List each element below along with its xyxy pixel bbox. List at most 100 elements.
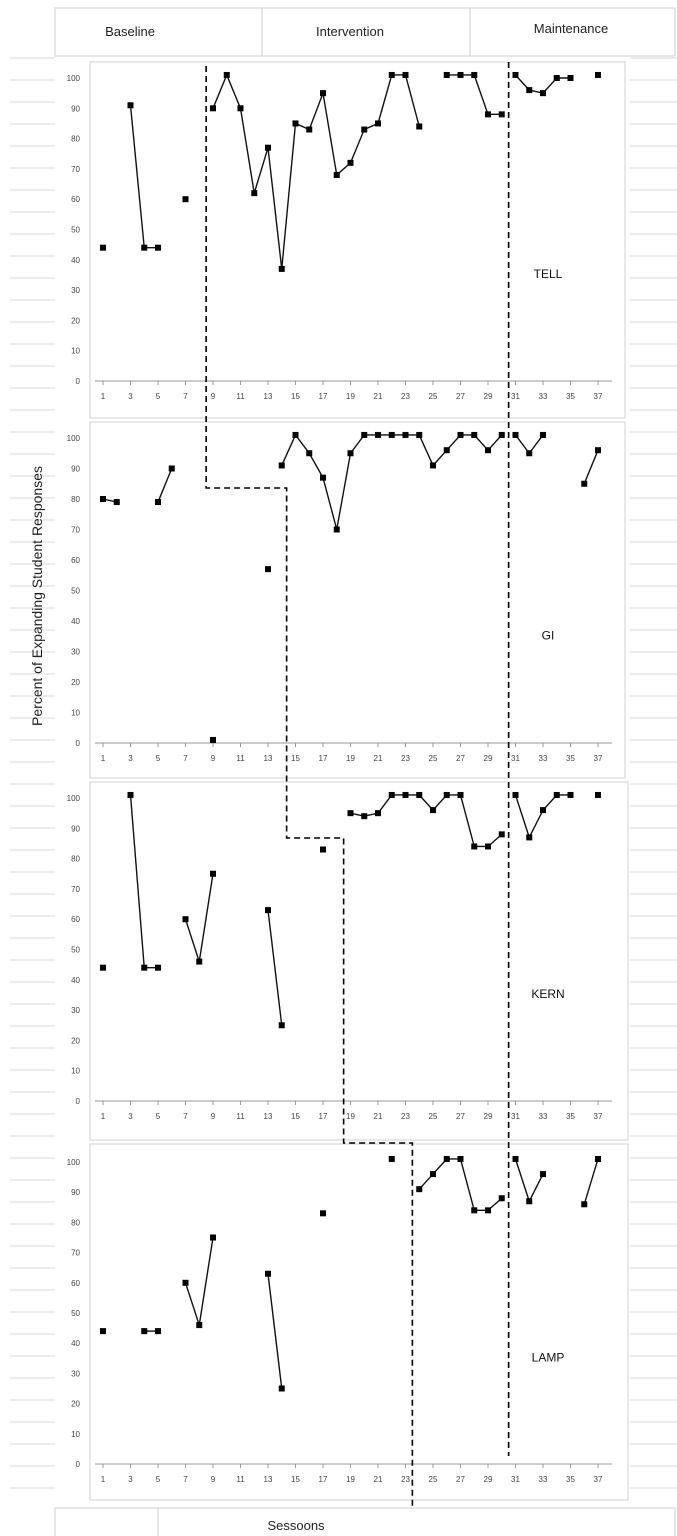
x-tick-label: 7 bbox=[183, 1112, 188, 1121]
data-point bbox=[347, 450, 354, 457]
data-point bbox=[553, 791, 560, 798]
x-tick-label: 19 bbox=[346, 754, 355, 763]
y-tick-label: 20 bbox=[71, 316, 80, 325]
y-tick-label: 30 bbox=[71, 1006, 80, 1015]
data-point bbox=[443, 1155, 450, 1162]
data-point bbox=[141, 244, 148, 251]
plot-area bbox=[89, 781, 629, 1141]
data-point bbox=[595, 447, 601, 454]
x-tick-label: 21 bbox=[374, 1475, 383, 1484]
x-tick-label: 31 bbox=[511, 754, 520, 763]
data-point bbox=[210, 736, 216, 743]
x-tick-label: 33 bbox=[539, 392, 548, 401]
data-point bbox=[430, 807, 436, 814]
data-point bbox=[540, 1171, 546, 1178]
y-tick-label: 40 bbox=[71, 1339, 80, 1348]
x-tick-label: 19 bbox=[346, 1112, 355, 1121]
x-tick-label: 13 bbox=[264, 754, 273, 763]
data-point bbox=[306, 126, 313, 133]
data-point bbox=[292, 120, 299, 127]
data-point bbox=[113, 499, 120, 506]
data-point bbox=[100, 964, 106, 971]
data-point bbox=[210, 870, 216, 877]
data-point bbox=[278, 265, 285, 272]
series-line bbox=[583, 1158, 599, 1205]
y-axis-label: Percent of Expanding Student Responses bbox=[29, 466, 45, 726]
x-tick-label: 25 bbox=[429, 392, 438, 401]
x-tick-label: 15 bbox=[291, 1112, 300, 1121]
data-point bbox=[155, 499, 161, 506]
y-tick-label: 0 bbox=[76, 1097, 81, 1106]
x-tick-label: 29 bbox=[484, 1475, 493, 1484]
data-point bbox=[498, 111, 505, 118]
y-tick-label: 80 bbox=[71, 495, 80, 504]
data-point bbox=[182, 916, 189, 923]
y-tick-label: 50 bbox=[71, 226, 80, 235]
x-tick-label: 13 bbox=[264, 1112, 273, 1121]
data-point bbox=[595, 71, 601, 78]
x-tick-label: 17 bbox=[319, 1475, 328, 1484]
phase-change-lines bbox=[205, 62, 510, 1530]
data-point bbox=[333, 171, 340, 178]
data-point bbox=[485, 447, 491, 454]
data-point bbox=[526, 87, 533, 94]
data-point bbox=[347, 810, 354, 817]
x-tick-label: 19 bbox=[346, 1475, 355, 1484]
data-point bbox=[375, 431, 381, 438]
data-point bbox=[457, 71, 464, 78]
x-tick-label: 23 bbox=[401, 754, 410, 763]
data-point bbox=[265, 144, 271, 151]
data-point bbox=[553, 75, 560, 81]
x-tick-label: 13 bbox=[264, 1475, 273, 1484]
data-point bbox=[155, 1328, 161, 1335]
data-point bbox=[333, 526, 340, 533]
series-line bbox=[157, 468, 173, 503]
x-tick-label: 33 bbox=[539, 754, 548, 763]
data-point bbox=[320, 474, 326, 481]
y-tick-label: 70 bbox=[71, 885, 80, 894]
panel-label: GI bbox=[542, 628, 555, 642]
data-point bbox=[278, 462, 285, 469]
data-point bbox=[416, 123, 423, 130]
x-tick-label: 15 bbox=[291, 1475, 300, 1484]
data-point bbox=[512, 1155, 519, 1162]
series-line bbox=[212, 73, 420, 269]
x-tick-label: 35 bbox=[566, 754, 575, 763]
x-tick-label: 3 bbox=[128, 392, 133, 401]
data-point bbox=[237, 105, 244, 112]
data-point bbox=[512, 791, 519, 798]
data-point bbox=[168, 465, 175, 472]
data-point bbox=[196, 1322, 203, 1329]
series-line bbox=[267, 1273, 283, 1389]
y-tick-label: 70 bbox=[71, 165, 80, 174]
y-tick-label: 100 bbox=[67, 74, 81, 83]
data-point bbox=[210, 1234, 216, 1241]
x-tick-label: 3 bbox=[128, 1475, 133, 1484]
x-tick-label: 7 bbox=[183, 754, 188, 763]
x-tick-label: 19 bbox=[346, 392, 355, 401]
y-tick-label: 40 bbox=[71, 256, 80, 265]
data-point bbox=[567, 75, 574, 81]
data-point bbox=[581, 480, 588, 487]
x-tick-label: 9 bbox=[211, 1475, 216, 1484]
y-tick-label: 90 bbox=[71, 104, 80, 113]
data-point bbox=[540, 90, 546, 97]
data-point bbox=[265, 1270, 271, 1277]
data-point bbox=[388, 791, 395, 798]
y-tick-label: 90 bbox=[71, 1188, 80, 1197]
x-tick-label: 5 bbox=[156, 392, 161, 401]
data-point bbox=[512, 431, 519, 438]
panel-label: TELL bbox=[534, 267, 563, 281]
data-point bbox=[416, 431, 423, 438]
x-tick-label: 5 bbox=[156, 754, 161, 763]
data-point bbox=[471, 843, 478, 850]
data-point bbox=[471, 71, 478, 78]
data-point bbox=[100, 496, 106, 502]
data-point bbox=[223, 71, 230, 78]
x-tick-label: 17 bbox=[319, 1112, 328, 1121]
y-tick-label: 70 bbox=[71, 1249, 80, 1258]
x-tick-label: 23 bbox=[401, 1475, 410, 1484]
data-point bbox=[141, 964, 148, 971]
x-tick-label: 21 bbox=[374, 754, 383, 763]
